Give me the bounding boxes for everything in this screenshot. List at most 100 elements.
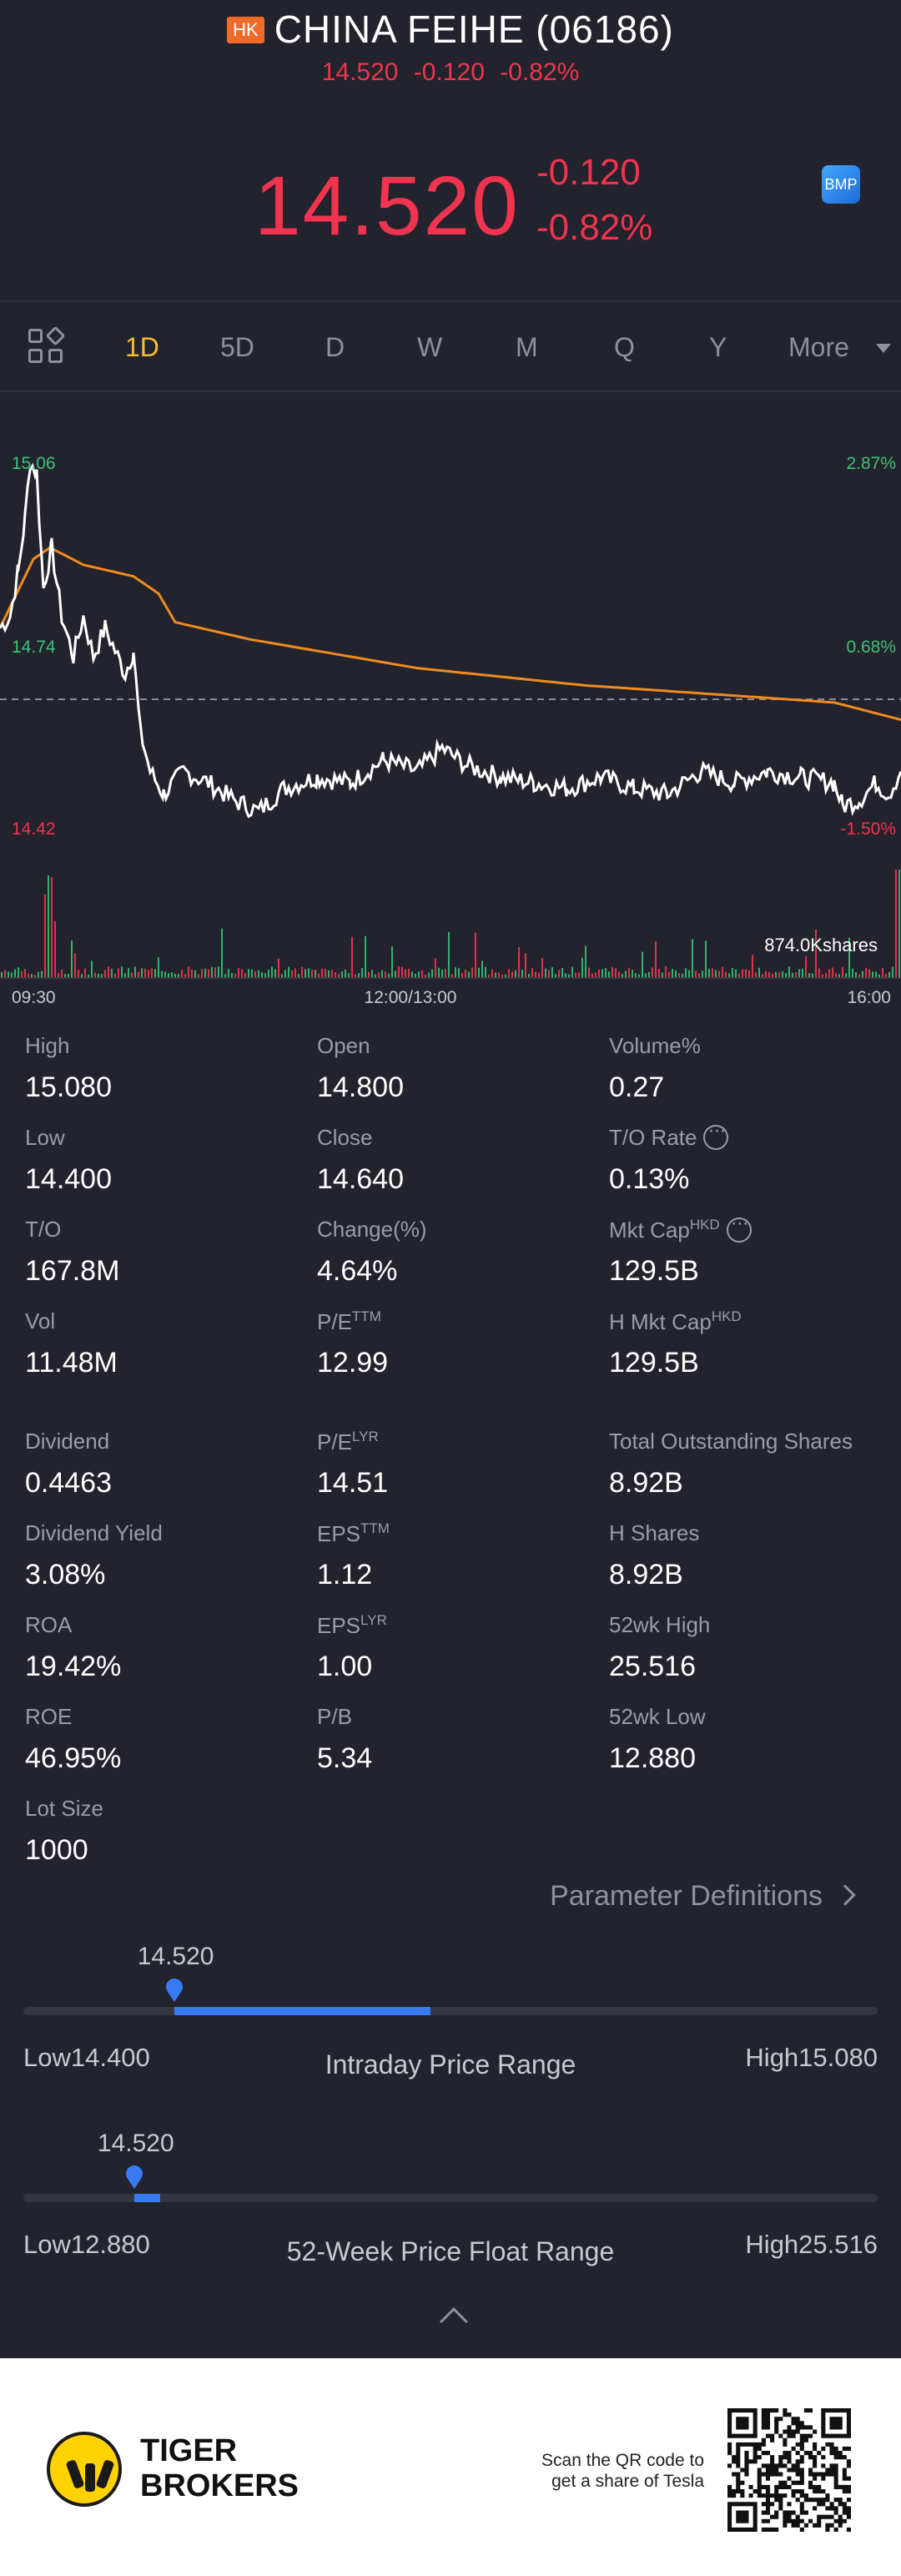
stat-open-label: Open: [317, 1033, 370, 1058]
stat-pe-lyr-label: P/ELYR: [317, 1429, 379, 1454]
chevron-right-icon: [834, 1884, 856, 1906]
stat-roe-value: 46.95%: [25, 1742, 122, 1774]
stat-pb-label: P/B: [317, 1704, 352, 1729]
parameter-definitions-link[interactable]: Parameter Definitions: [550, 1880, 856, 1913]
stat-h-mkt-cap-label: H Mkt CapHKD: [609, 1308, 742, 1334]
stat-close-value: 14.640: [317, 1163, 404, 1195]
stat-eps-lyr-value: 1.00: [317, 1651, 373, 1682]
stat-mkt-cap-value: 129.5B: [609, 1255, 699, 1287]
week52-current-price: 14.520: [97, 2130, 174, 2157]
stat-low-label: Low: [25, 1125, 65, 1150]
week52-range-track: [23, 2194, 878, 2202]
tab-m[interactable]: M: [516, 332, 538, 362]
tab-q[interactable]: Q: [614, 332, 635, 362]
intraday-range-fill: [174, 2007, 430, 2015]
stat-h-mkt-cap-value: 129.5B: [609, 1347, 699, 1379]
stat-low-value: 14.400: [25, 1163, 112, 1195]
stat-turnover-rate-value: 0.13%: [609, 1163, 690, 1195]
bmp-icon[interactable]: BMP: [822, 165, 860, 204]
average-price-line: [0, 546, 901, 721]
header-sub-price: 14.520: [321, 58, 399, 86]
brand-name: TIGER BROKERS: [140, 2433, 299, 2503]
price-change: -0.120: [536, 152, 641, 193]
chevron-down-icon[interactable]: [876, 344, 891, 353]
stat-turnover-label: T/O: [25, 1217, 62, 1242]
week52-high: High25.516: [745, 2230, 878, 2259]
volume-label: 874.0Kshares: [764, 935, 878, 955]
tab-more[interactable]: More: [788, 332, 849, 362]
stat-pe-ttm-label: P/ETTM: [317, 1308, 381, 1334]
stat-dividend-label: Dividend: [25, 1429, 110, 1454]
location-pin-icon: [125, 2165, 143, 2189]
stat-dividend-value: 0.4463: [25, 1467, 112, 1499]
more-info-icon[interactable]: [726, 1212, 752, 1243]
last-price: 14.520: [254, 159, 520, 253]
y-tick-low: 14.42: [12, 819, 56, 839]
stat-change-pct-label: Change(%): [317, 1217, 427, 1242]
period-tab-bar: 1D 5D D W M Q Y More: [0, 300, 901, 392]
stat-roe-label: ROE: [25, 1704, 73, 1729]
tab-1d[interactable]: 1D: [125, 332, 159, 362]
week52-range-fill: [133, 2194, 160, 2202]
stat-high-label: High: [25, 1033, 70, 1058]
stat-pb-value: 5.34: [317, 1742, 373, 1774]
stat-52wk-high-value: 25.516: [609, 1651, 696, 1682]
stat-h-shares-value: 8.92B: [609, 1559, 683, 1590]
intraday-low: Low14.400: [23, 2043, 150, 2072]
y-tick-mid: 14.74: [12, 638, 56, 657]
stat-lot-size-value: 1000: [25, 1834, 88, 1866]
stat-dividend-yield-label: Dividend Yield: [25, 1520, 163, 1545]
stat-volume-pct-value: 0.27: [609, 1071, 665, 1103]
stat-total-shares-value: 8.92B: [609, 1467, 683, 1499]
footer-banner: TIGER BROKERS Scan the QR code to get a …: [0, 2358, 901, 2576]
stat-52wk-low-label: 52wk Low: [609, 1704, 706, 1729]
intraday-current-price: 14.520: [137, 1943, 214, 1970]
week52-low: Low12.880: [23, 2230, 150, 2259]
stat-roa-label: ROA: [25, 1612, 73, 1637]
stat-mkt-cap-label: Mkt CapHKD: [609, 1212, 752, 1243]
tab-d[interactable]: D: [325, 332, 345, 362]
price-line: [0, 462, 901, 819]
stat-eps-lyr-label: EPSLYR: [317, 1612, 387, 1638]
y-pct-low: -1.50%: [840, 819, 896, 839]
stat-close-label: Close: [317, 1125, 373, 1150]
scan-qr-text: Scan the QR code to get a share of Tesla: [541, 2451, 704, 2491]
intraday-high: High15.080: [745, 2043, 878, 2072]
x-tick-close: 16:00: [847, 988, 891, 1007]
intraday-range-track: [23, 2007, 878, 2015]
stock-name: CHINA FEIHE (06186): [274, 8, 674, 51]
stat-vol-label: Vol: [25, 1308, 56, 1333]
stock-title: HK CHINA FEIHE (06186): [0, 7, 901, 52]
stat-turnover-rate-label: T/O Rate: [609, 1119, 729, 1151]
stat-eps-ttm-label: EPSTTM: [317, 1520, 390, 1546]
grid-layout-icon[interactable]: [28, 325, 66, 365]
qr-code-icon[interactable]: [727, 2408, 851, 2532]
tab-5d[interactable]: 5D: [220, 332, 254, 362]
location-pin-icon: [165, 1979, 183, 2002]
stat-eps-ttm-value: 1.12: [317, 1559, 373, 1590]
tab-y[interactable]: Y: [709, 332, 727, 362]
stat-h-shares-label: H Shares: [609, 1520, 700, 1545]
stat-lot-size-label: Lot Size: [25, 1796, 103, 1821]
more-info-icon[interactable]: [703, 1119, 729, 1150]
stat-vol-value: 11.48M: [25, 1347, 118, 1379]
tiger-logo-icon: [47, 2432, 122, 2507]
stat-high-value: 15.080: [25, 1071, 112, 1103]
stat-turnover-value: 167.8M: [25, 1255, 120, 1287]
y-tick-high: 15.06: [12, 454, 56, 473]
tab-w[interactable]: W: [417, 332, 443, 362]
stat-pe-lyr-value: 14.51: [317, 1467, 389, 1499]
y-pct-high: 2.87%: [846, 454, 896, 473]
volume-bars-down: [4, 870, 897, 978]
price-change-pct: -0.82%: [536, 207, 653, 248]
week52-range-title: 52-Week Price Float Range: [286, 2236, 615, 2266]
stat-open-value: 14.800: [317, 1071, 404, 1103]
stat-52wk-high-label: 52wk High: [609, 1612, 711, 1637]
collapse-chevron-up-icon[interactable]: [440, 2307, 468, 2336]
stat-roa-value: 19.42%: [25, 1651, 122, 1682]
intraday-chart[interactable]: 15.06 14.74 14.42 2.87% 0.68% -1.50% 874…: [0, 401, 901, 1018]
stat-52wk-low-value: 12.880: [609, 1742, 696, 1774]
x-tick-mid: 12:00/13:00: [365, 988, 457, 1007]
stat-dividend-yield-value: 3.08%: [25, 1559, 106, 1590]
stat-volume-pct-label: Volume%: [609, 1033, 701, 1058]
